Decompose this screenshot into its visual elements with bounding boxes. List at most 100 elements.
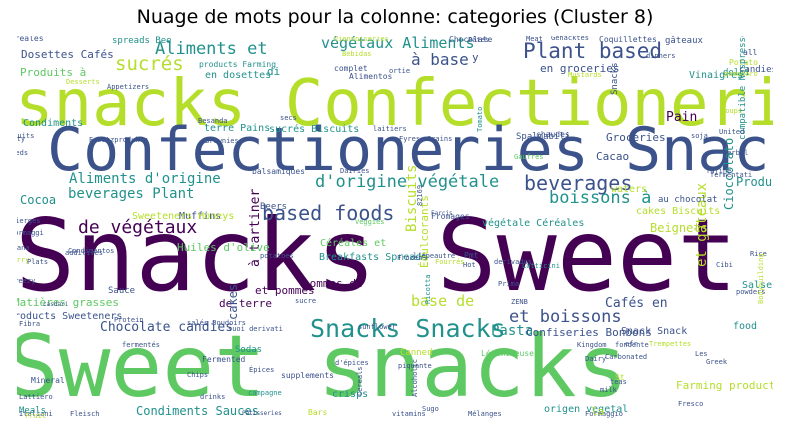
cloud-word: Confiseries Bonbons	[526, 326, 652, 339]
cloud-word: Rice	[750, 250, 767, 258]
cloud-word: Herbal	[723, 149, 749, 157]
cloud-word: Pâtisseries	[242, 410, 282, 417]
cloud-word: Cocoa	[20, 193, 57, 207]
cloud-word: Confectioneries Snack	[47, 115, 773, 185]
cloud-word: vitamins	[392, 410, 426, 418]
cloud-word: 82169	[416, 184, 424, 206]
cloud-word: crisps	[332, 389, 369, 400]
cloud-word: Sugo	[422, 405, 439, 413]
cloud-word: Fibra	[19, 320, 41, 328]
cloud-word: Cereals	[356, 366, 364, 396]
cloud-word: Hot	[463, 261, 476, 269]
cloud-word: sucre	[295, 297, 317, 305]
cloud-word: chaudes	[536, 130, 570, 139]
cloud-word: Pâtes	[468, 36, 490, 44]
cloud-word: d'origine végétale	[315, 172, 500, 192]
cloud-word: Condimentos	[68, 247, 115, 255]
cloud-word: Groceries	[606, 131, 666, 144]
cloud-word: vierges	[17, 217, 41, 225]
cloud-word: Dairy	[585, 355, 607, 363]
cloud-word: au chocolat	[658, 195, 718, 205]
cloud-word: Pain	[666, 110, 698, 125]
cloud-word: fermentati	[710, 171, 753, 179]
cloud-word: Canned	[400, 348, 433, 358]
cloud-word: products Sweeteners	[17, 311, 123, 322]
cloud-word: based foods	[262, 201, 395, 225]
cloud-word: Bebidas	[342, 50, 372, 58]
cloud-word: Matières grasses	[17, 296, 119, 309]
cloud-word: Produits à	[20, 66, 87, 79]
cloud-word: dolci	[723, 68, 751, 78]
cloud-word: fajine	[706, 167, 732, 175]
cloud-word: Snacks	[610, 62, 620, 95]
cloud-word: Fyres	[399, 135, 421, 143]
cloud-word: en dosettes	[205, 70, 272, 81]
cloud-word: Alimentos	[349, 72, 393, 81]
cloud-word: terre Pains	[204, 123, 271, 134]
cloud-word: Italiani	[19, 410, 53, 418]
cloud-word: végétale Céréales	[482, 218, 585, 229]
cloud-word: Beignets	[650, 221, 708, 235]
cloud-word: Freezy	[17, 277, 36, 285]
cloud-word: Beers	[260, 202, 288, 212]
cloud-word: Plant based	[523, 39, 663, 63]
cloud-word: Légumineuses	[481, 349, 539, 358]
cloud-word: Cafés en	[605, 296, 668, 311]
cloud-word: à base	[411, 50, 469, 69]
cloud-word: Appetizers	[107, 83, 150, 91]
cloud-word: Chips	[187, 371, 209, 379]
cloud-word: en groceries	[540, 62, 620, 75]
cloud-word: beverages Plant	[68, 186, 195, 202]
cloud-word: Snacks Sweet	[17, 197, 738, 314]
cloud-word: de végétaux	[78, 217, 198, 238]
cloud-word: fondente	[615, 341, 649, 349]
cloud-word: suoi derivati	[228, 325, 283, 333]
cloud-word: Meals	[19, 406, 47, 416]
cloud-word: végétaux Aliments	[321, 36, 475, 52]
cloud-word: Ersatzprodukte	[89, 136, 149, 144]
cloud-word: products Farming	[199, 60, 277, 69]
cloud-word: derivados	[494, 258, 532, 266]
cloud-word: complet	[334, 64, 368, 73]
cloud-word: powders	[736, 288, 766, 296]
cloud-word: balsamiques	[252, 167, 305, 176]
cloud-word: beverages	[524, 171, 633, 195]
cloud-word: Bodybuilding	[757, 253, 765, 304]
cloud-word: pommes de	[303, 277, 363, 290]
cloud-word: Condiments Sauces	[136, 404, 259, 418]
cloud-word: d'épices	[335, 359, 369, 367]
cloud-word: Snacks Snacks	[310, 314, 506, 343]
cloud-word: Muffins	[179, 211, 222, 222]
cloud-word: Mélanges	[468, 410, 502, 418]
cloud-word: Salty	[17, 135, 26, 143]
word-cloud: Sweet snacks Snacks Sweet snacks Confectio…	[17, 36, 773, 420]
cloud-word: Huiles d'olive	[177, 241, 270, 254]
cloud-word: waters	[611, 184, 648, 195]
cloud-word: Potato	[729, 58, 758, 67]
cloud-word: additives	[65, 249, 103, 257]
cloud-word: l'épeautre	[413, 252, 456, 260]
cloud-word: fermentés	[122, 341, 160, 349]
cloud-word: Vinaigres	[689, 70, 744, 81]
cloud-word: Mineral	[31, 376, 65, 385]
cloud-word: pomodoro	[724, 70, 758, 78]
cloud-word: Veggies	[355, 218, 385, 226]
cloud-word: campagne	[248, 389, 282, 397]
cloud-word: Trempettes	[649, 340, 692, 348]
cloud-word: Cherry	[17, 256, 30, 264]
cloud-word: efr	[625, 340, 638, 348]
cloud-word: salés Boudoirs	[187, 319, 247, 327]
cloud-word: Kingdom	[577, 341, 607, 349]
cloud-word: Ricotta	[424, 274, 432, 304]
cloud-word: Pasta	[491, 323, 534, 339]
cloud-word: dinners	[646, 52, 676, 60]
cloud-word: Épices	[249, 366, 275, 374]
cloud-word: milk	[600, 386, 617, 394]
cloud-word: et boissons	[509, 307, 622, 327]
cloud-word: drinks	[200, 393, 226, 401]
cloud-word: Produits	[736, 175, 773, 189]
cloud-word: Fromages	[431, 212, 470, 221]
cloud-word: Formaggio	[585, 410, 623, 418]
cloud-word: Cibi	[716, 261, 733, 269]
cloud-word: laitiers	[373, 125, 407, 133]
